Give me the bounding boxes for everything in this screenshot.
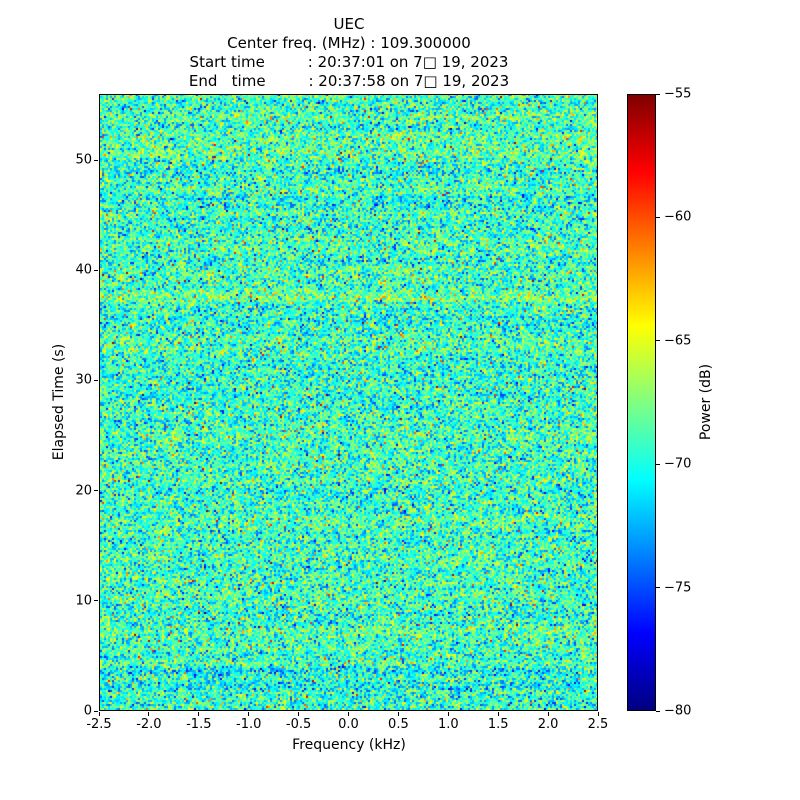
x-tick-label: 1.0 bbox=[437, 717, 459, 732]
colorbar-label: Power (dB) bbox=[698, 363, 714, 441]
x-tick-label: -2.0 bbox=[136, 717, 162, 732]
colorbar-tick-label: −65 bbox=[664, 333, 692, 349]
y-tick-label: 0 bbox=[83, 703, 92, 719]
colorbar-tick-label: −80 bbox=[664, 703, 692, 719]
y-tick-label: 10 bbox=[75, 593, 92, 609]
x-tick-mark bbox=[348, 712, 349, 716]
y-tick-label: 30 bbox=[75, 372, 92, 388]
x-tick-mark bbox=[148, 712, 150, 716]
x-tick-label: 0.0 bbox=[338, 717, 359, 732]
x-tick-label: 0.5 bbox=[388, 717, 409, 732]
chart-title: UEC bbox=[333, 15, 365, 33]
center-freq-line: Center freq. (MHz) : 109.300000 bbox=[227, 34, 471, 52]
y-tick-mark bbox=[94, 269, 98, 271]
y-tick-mark bbox=[94, 159, 98, 161]
y-tick-mark bbox=[94, 710, 98, 712]
colorbar-tick-label: −70 bbox=[664, 456, 692, 472]
x-tick-mark bbox=[547, 712, 549, 716]
start-time-line: Start time : 20:37:01 on 7□ 19, 2023 bbox=[189, 53, 509, 71]
y-tick-label: 40 bbox=[75, 262, 92, 278]
x-tick-mark bbox=[397, 712, 399, 716]
x-tick-mark bbox=[98, 712, 100, 716]
x-tick-label: -1.5 bbox=[186, 717, 212, 732]
x-tick-label: -0.5 bbox=[285, 717, 312, 732]
colorbar-tick-label: −55 bbox=[664, 86, 692, 102]
colorbar-tick-mark bbox=[656, 340, 660, 342]
y-tick-label: 20 bbox=[75, 483, 92, 499]
x-tick-mark bbox=[198, 712, 200, 716]
y-tick-mark bbox=[94, 490, 98, 492]
colorbar-tick-mark bbox=[656, 587, 660, 589]
colorbar-tick-mark bbox=[656, 216, 660, 218]
x-tick-label: 2.0 bbox=[537, 717, 559, 732]
chart-title-block: UEC Center freq. (MHz) : 109.300000 Star… bbox=[99, 15, 599, 91]
spectrogram-plot bbox=[99, 94, 598, 711]
x-tick-mark bbox=[298, 712, 300, 716]
x-tick-label: 2.5 bbox=[587, 717, 609, 732]
x-tick-label: -1.0 bbox=[236, 717, 262, 732]
colorbar-tick-label: −60 bbox=[664, 209, 692, 225]
x-tick-label: 1.5 bbox=[487, 717, 509, 732]
y-axis-label: Elapsed Time (s) bbox=[51, 343, 67, 461]
x-tick-mark bbox=[497, 712, 499, 716]
colorbar-tick-mark bbox=[656, 710, 660, 712]
x-tick-mark bbox=[597, 712, 599, 716]
colorbar-tick-mark bbox=[656, 93, 660, 95]
colorbar bbox=[627, 94, 656, 711]
x-tick-label: -2.5 bbox=[86, 717, 112, 732]
y-tick-mark bbox=[94, 379, 98, 381]
end-time-line: End time : 20:37:58 on 7□ 19, 2023 bbox=[188, 72, 510, 90]
x-tick-mark bbox=[248, 712, 250, 716]
colorbar-tick-label: −75 bbox=[664, 580, 692, 596]
colorbar-tick-mark bbox=[656, 463, 660, 465]
y-tick-mark bbox=[94, 600, 98, 602]
x-axis-label: Frequency (kHz) bbox=[292, 737, 406, 753]
x-tick-mark bbox=[447, 712, 449, 716]
spectrogram-canvas bbox=[100, 95, 597, 710]
y-tick-label: 50 bbox=[75, 152, 92, 168]
